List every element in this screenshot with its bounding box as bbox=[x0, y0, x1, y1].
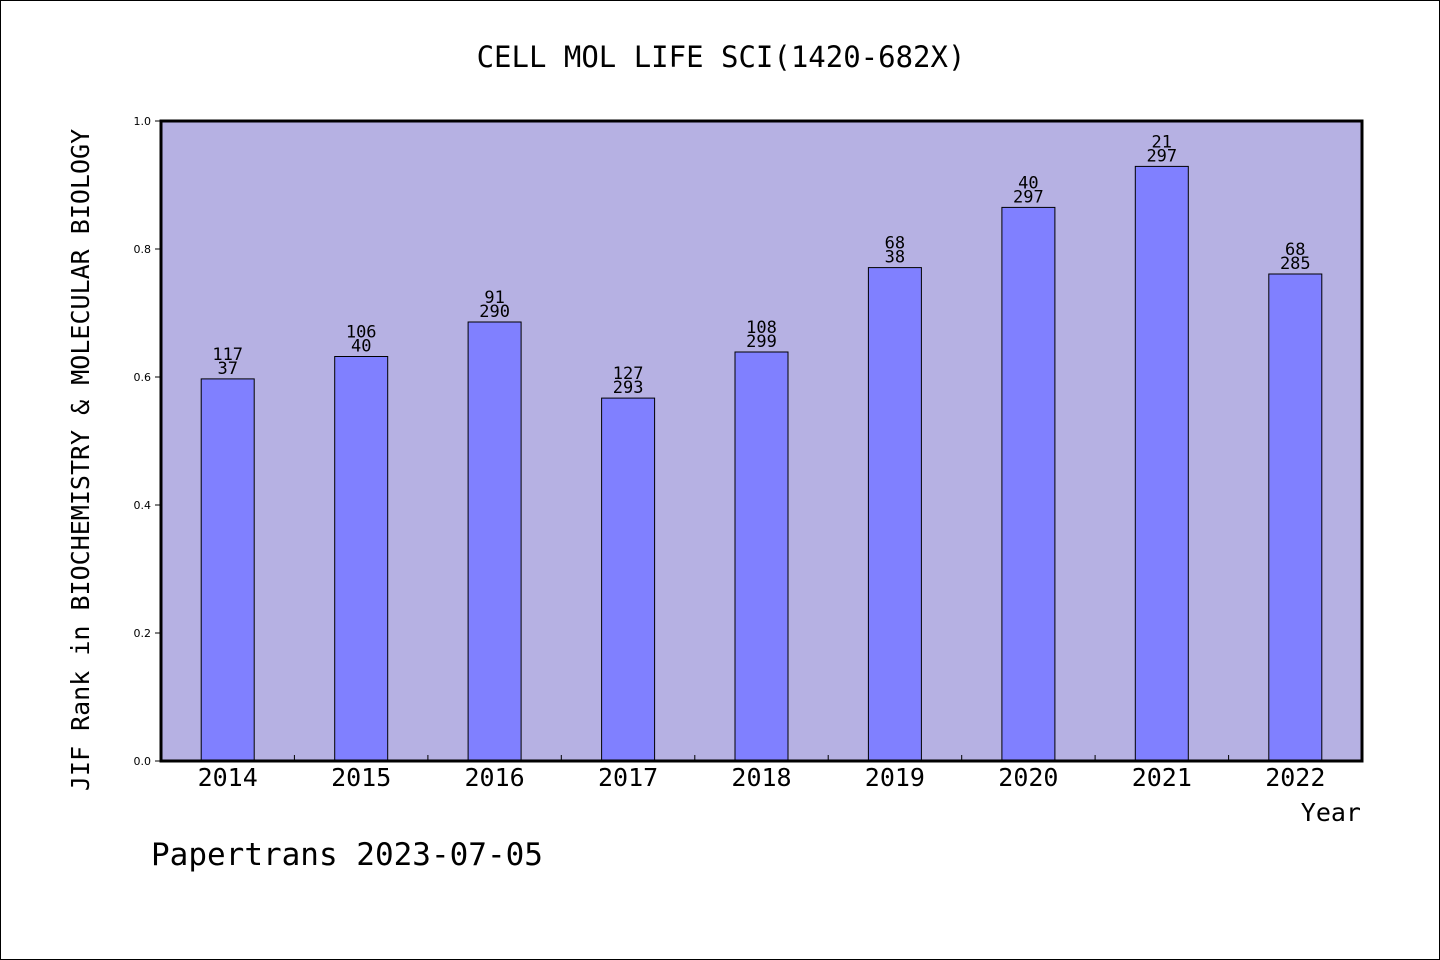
bar-2014 bbox=[200, 378, 255, 762]
bar-2018 bbox=[734, 351, 789, 762]
data-label-bottom-2021: 297 bbox=[1146, 146, 1177, 166]
bar-2015 bbox=[334, 356, 389, 762]
data-label-bottom-2022: 285 bbox=[1280, 254, 1311, 274]
data-label-bottom-2015: 40 bbox=[351, 337, 371, 357]
x-tick-label-2015: 2015 bbox=[331, 763, 391, 792]
y-tick-label: 0.6 bbox=[134, 371, 152, 384]
x-tick-label-2021: 2021 bbox=[1132, 763, 1192, 792]
data-label-top-2017: 127 bbox=[613, 364, 644, 384]
data-label-top-2018: 108 bbox=[746, 318, 777, 338]
data-label-top-2015: 106 bbox=[346, 323, 377, 343]
y-tick-label: 0.0 bbox=[134, 755, 152, 768]
x-tick-label-2019: 2019 bbox=[865, 763, 925, 792]
data-label-bottom-2017: 293 bbox=[613, 378, 644, 398]
x-tick-label-2018: 2018 bbox=[731, 763, 791, 792]
chart-title: CELL MOL LIFE SCI(1420-682X) bbox=[477, 40, 966, 74]
x-axis-label: Year bbox=[1301, 798, 1361, 827]
bar-2019 bbox=[867, 267, 922, 762]
data-label-top-2022: 68 bbox=[1285, 240, 1305, 260]
x-tick-label-2014: 2014 bbox=[198, 763, 258, 792]
data-label-bottom-2018: 299 bbox=[746, 332, 777, 352]
y-tick-label: 0.2 bbox=[134, 627, 152, 640]
x-tick-label-2017: 2017 bbox=[598, 763, 658, 792]
data-label-bottom-2016: 290 bbox=[479, 302, 510, 322]
data-label-top-2019: 68 bbox=[885, 234, 905, 254]
data-label-top-2016: 91 bbox=[484, 288, 504, 308]
data-label-top-2021: 21 bbox=[1152, 132, 1172, 152]
footer-credit: Papertrans 2023-07-05 bbox=[151, 837, 543, 873]
bar-2016 bbox=[467, 321, 522, 762]
y-axis: 0.0 0.2 0.4 0.6 0.8 1.0 bbox=[134, 115, 161, 768]
x-tick-label-2020: 2020 bbox=[998, 763, 1058, 792]
data-label-bottom-2019: 38 bbox=[885, 248, 905, 268]
y-tick-label: 1.0 bbox=[134, 115, 152, 128]
data-label-top-2020: 40 bbox=[1018, 173, 1038, 193]
y-tick-label: 0.8 bbox=[134, 243, 152, 256]
x-axis: 2014 2015 2016 2017 2018 2019 2020 2021 2022 bbox=[198, 755, 1325, 792]
data-label-bottom-2014: 37 bbox=[217, 359, 237, 379]
plot-frame bbox=[159, 119, 1364, 763]
y-tick-label: 0.4 bbox=[134, 499, 152, 512]
bars-group bbox=[200, 165, 1323, 762]
bar-2021 bbox=[1134, 165, 1189, 762]
bar-2017 bbox=[601, 397, 656, 762]
data-label-top-2014: 117 bbox=[212, 345, 243, 365]
x-tick-label-2022: 2022 bbox=[1265, 763, 1325, 792]
bar-2022 bbox=[1268, 273, 1323, 762]
data-labels-group: 1173710640912901272931082996838402972129… bbox=[212, 132, 1310, 398]
x-tick-label-2016: 2016 bbox=[464, 763, 524, 792]
y-axis-label: JIF Rank in BIOCHEMISTRY & MOLECULAR BIO… bbox=[66, 129, 95, 791]
data-label-bottom-2020: 297 bbox=[1013, 187, 1044, 207]
bar-2020 bbox=[1001, 206, 1056, 762]
